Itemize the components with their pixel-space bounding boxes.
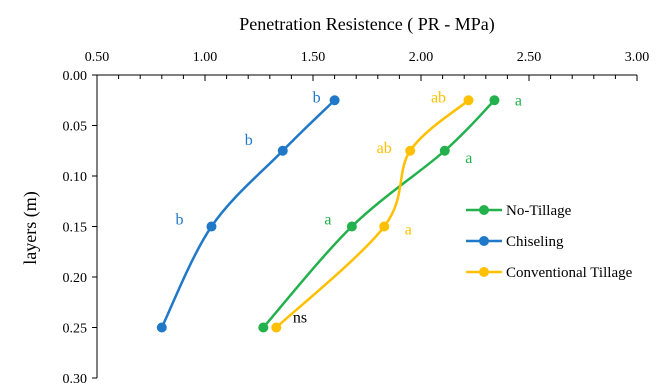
data-point bbox=[379, 221, 390, 232]
series-line-chiseling bbox=[160, 99, 336, 329]
data-point bbox=[271, 322, 282, 333]
significance-label: ab bbox=[377, 140, 392, 157]
legend-label: No-Tillage bbox=[506, 203, 572, 219]
annotation-label: ns bbox=[293, 309, 307, 326]
legend-swatch-marker bbox=[479, 267, 489, 277]
y-tick-label: 0.10 bbox=[63, 170, 88, 185]
significance-label: a bbox=[515, 92, 522, 109]
series-line-conventional-tillage bbox=[275, 99, 470, 329]
y-tick-label: 0.00 bbox=[63, 69, 88, 84]
significance-label: ab bbox=[431, 89, 446, 106]
legend-label: Conventional Tillage bbox=[506, 265, 633, 281]
data-point bbox=[206, 221, 217, 232]
y-axis-title: layers (m) bbox=[20, 191, 41, 264]
data-point bbox=[156, 322, 167, 333]
legend-swatch-marker bbox=[479, 205, 489, 215]
series-lines bbox=[160, 99, 496, 329]
x-tick-label: 3.00 bbox=[625, 50, 650, 65]
data-point bbox=[405, 145, 416, 156]
significance-label: b bbox=[245, 132, 253, 149]
series-line-no-tillage bbox=[262, 99, 496, 329]
significance-label: b bbox=[175, 212, 183, 229]
data-point bbox=[258, 322, 269, 333]
y-tick-label: 0.05 bbox=[63, 120, 88, 135]
x-tick-label: 2.50 bbox=[517, 50, 542, 65]
significance-label: a bbox=[405, 222, 412, 239]
series-points bbox=[156, 95, 500, 333]
data-point bbox=[463, 95, 474, 106]
x-tick-label: 2.00 bbox=[409, 50, 434, 65]
data-point bbox=[489, 95, 500, 106]
x-tick-label: 1.50 bbox=[301, 50, 326, 65]
data-point bbox=[277, 145, 288, 156]
data-point bbox=[346, 221, 357, 232]
significance-label: b bbox=[313, 89, 321, 106]
x-axis-title: Penetration Resistence ( PR - MPa) bbox=[239, 14, 494, 35]
y-tick-label: 0.25 bbox=[63, 322, 88, 337]
data-point bbox=[439, 145, 450, 156]
y-tick-label: 0.30 bbox=[63, 372, 88, 387]
legend-label: Chiseling bbox=[506, 234, 564, 250]
y-tick-label: 0.20 bbox=[63, 271, 88, 286]
significance-label: a bbox=[324, 212, 331, 229]
x-tick-label: 0.50 bbox=[85, 50, 110, 65]
data-point bbox=[329, 95, 340, 106]
legend-swatch-marker bbox=[479, 236, 489, 246]
legend: No-Tillage Chiseling Conventional Tillage bbox=[466, 203, 633, 281]
y-tick-label: 0.15 bbox=[63, 221, 88, 236]
x-tick-label: 1.00 bbox=[193, 50, 218, 65]
axes: 0.50 1.00 1.50 2.00 2.50 3.00 0.00 0.05 0.10 0.15… bbox=[63, 50, 650, 387]
significance-label: a bbox=[465, 150, 472, 167]
